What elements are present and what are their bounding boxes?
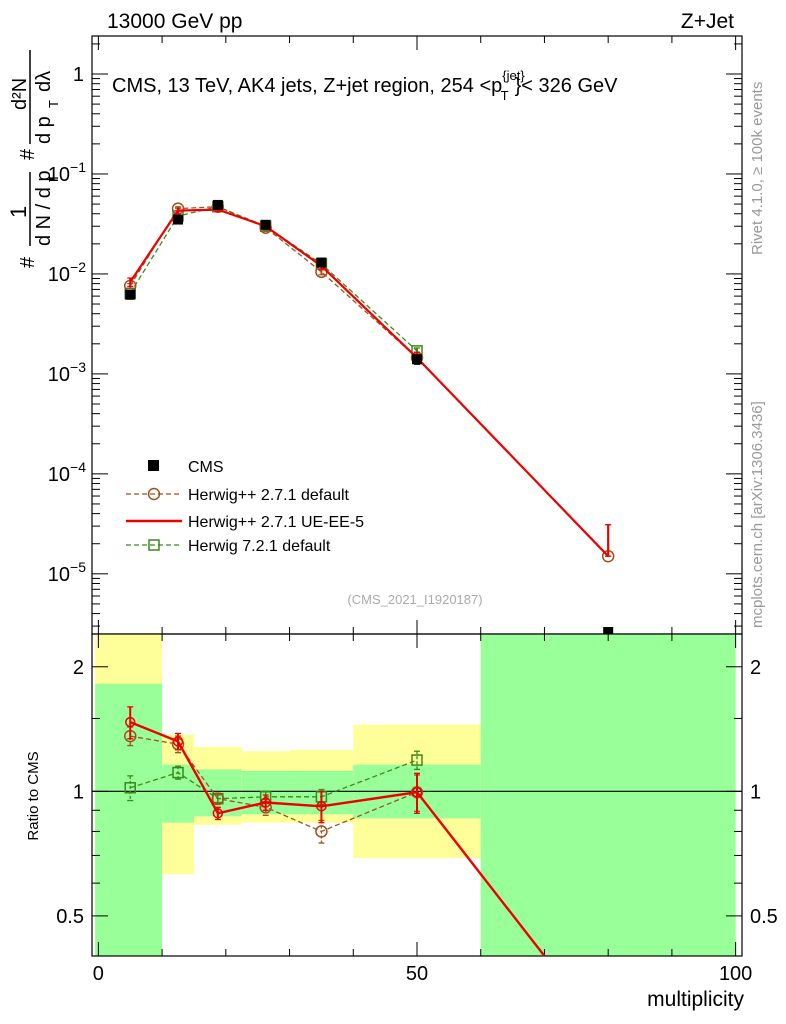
legend: CMS Herwig++ 2.7.1 default Herwig++ 2.7.1 … <box>126 459 364 555</box>
ylabel-dlambda: dλ <box>33 71 55 92</box>
legend-marker <box>147 487 161 501</box>
ratio-point <box>124 716 136 728</box>
ratio-y-tick-label: 0.5 <box>56 906 84 928</box>
y-tick-label: 10−3 <box>48 359 86 386</box>
ylabel-T-1: T <box>46 174 61 182</box>
ratio-y-tick-label: 2 <box>750 657 761 679</box>
y-tick-label: 10−1 <box>48 159 86 186</box>
x-tick-label: 0 <box>93 963 104 985</box>
y-tick-label: 10−5 <box>48 559 86 586</box>
ylabel-d2N: d²N <box>9 78 31 110</box>
ratio-point <box>315 825 328 838</box>
main-axis-ticks: 1 10−1 10−2 10−3 10−4 10−5 <box>48 36 742 634</box>
green-band <box>95 683 163 956</box>
legend-marker <box>148 539 160 551</box>
legend-label: Herwig 7.2.1 default <box>188 538 331 555</box>
mcplots-label: mcplots.cern.ch [arXiv:1306.3436] <box>749 401 766 628</box>
data-point <box>603 627 614 637</box>
ratio-series-layer <box>123 706 546 957</box>
data-point <box>171 202 185 215</box>
y-tick-label: 10−2 <box>48 259 86 286</box>
ylabel-one: 1 <box>6 206 31 218</box>
x-tick-label: 50 <box>406 963 428 985</box>
legend-label: Herwig++ 2.7.1 default <box>188 487 350 504</box>
ylabel-dpT: d p <box>33 116 55 144</box>
ratio-uncertainty-bands <box>95 634 736 956</box>
data-point <box>125 289 136 300</box>
ratio-point <box>316 801 327 812</box>
legend-label: CMS <box>188 459 224 476</box>
ratio-point <box>212 808 224 819</box>
process-label: Z+Jet <box>681 10 734 33</box>
ratio-point <box>260 797 271 808</box>
energy-label: 13000 GeV pp <box>107 10 242 33</box>
analysis-watermark: (CMS_2021_I1920187) <box>347 592 482 607</box>
plot-title: CMS, 13 TeV, AK4 jets, Z+jet region, 254… <box>112 68 618 103</box>
series-line <box>129 208 609 557</box>
data-point <box>316 257 327 268</box>
green-band <box>162 764 194 823</box>
legend-label: Herwig++ 2.7.1 UE-EE-5 <box>188 514 364 531</box>
main-y-axis-label: # 1 d N / d p T # d²N d p T dλ <box>6 50 61 268</box>
y-tick-label: 1 <box>73 64 84 86</box>
ratio-y-tick-label: 1 <box>73 781 84 803</box>
series-line <box>129 206 418 352</box>
ylabel-hash-2: # <box>17 148 39 160</box>
data-point <box>173 214 184 225</box>
ratio-point <box>211 792 225 805</box>
data-point <box>412 354 422 365</box>
ratio-point <box>124 782 136 794</box>
ratio-line <box>130 759 418 800</box>
ratio-y-tick-label: 1 <box>750 781 761 803</box>
x-axis-label: multiplicity <box>647 988 744 1011</box>
ratio-axis-ticks: 0.5 0.5 1 1 2 2 0 50 100 <box>56 633 778 985</box>
ratio-y-tick-label: 0.5 <box>750 906 778 928</box>
ratio-y-axis-label: Ratio to CMS <box>25 751 42 840</box>
ylabel-dN: d N / d p <box>33 170 55 246</box>
green-band <box>480 634 736 956</box>
data-point <box>212 199 223 210</box>
ylabel-hash-1: # <box>17 256 39 268</box>
main-series-layer <box>123 199 615 637</box>
ratio-point <box>411 786 423 798</box>
y-tick-label: 10−4 <box>48 459 86 486</box>
x-tick-label: 100 <box>719 963 752 985</box>
ylabel-T-2: T <box>46 100 61 108</box>
legend-marker <box>148 460 159 471</box>
ratio-point <box>172 766 184 779</box>
ratio-y-tick-label: 2 <box>73 657 84 679</box>
rivet-version-label: Rivet 4.1.0, ≥ 100k events <box>749 82 766 255</box>
ratio-point <box>411 754 423 766</box>
data-point <box>260 219 271 230</box>
ratio-point <box>172 736 184 747</box>
ratio-line <box>130 735 418 833</box>
